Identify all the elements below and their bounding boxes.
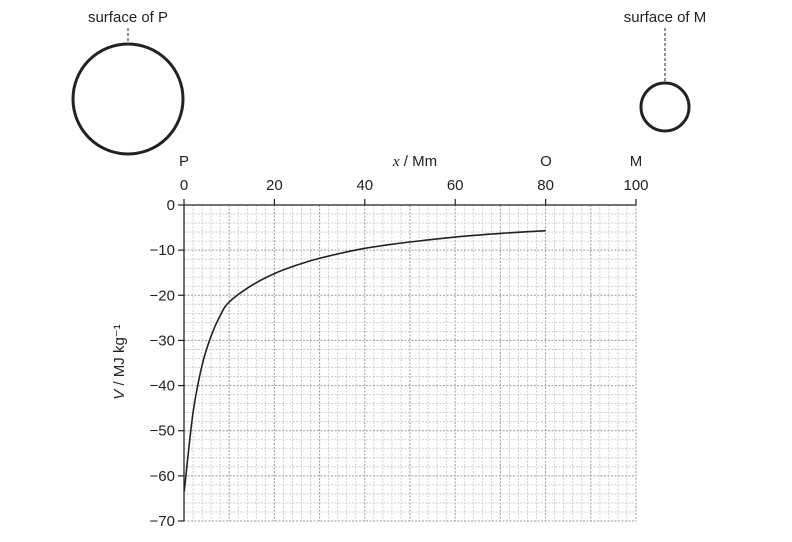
curve-layer xyxy=(183,229,546,492)
axes xyxy=(178,199,637,522)
potential-curve xyxy=(183,229,546,492)
x-tick-label: 40 xyxy=(356,177,373,194)
y-tick-label: −60 xyxy=(150,468,175,485)
x-axis-label: x / Mm xyxy=(392,153,437,170)
tick-labels: 0 20 40 60 80 100 0 −10 −20 −30 −40 −50 −60 −70 xyxy=(150,177,649,530)
x-tick-label: 100 xyxy=(623,177,648,194)
y-tick-label: −30 xyxy=(150,332,175,349)
x-tick-label: 20 xyxy=(266,177,283,194)
x-axis-var: x xyxy=(392,154,400,170)
y-tick-label: −70 xyxy=(150,513,175,530)
y-tick-label: −10 xyxy=(150,242,175,259)
y-tick-label: 0 xyxy=(167,197,175,214)
y-tick-label: −40 xyxy=(150,378,175,395)
moon-m-circle xyxy=(639,81,691,133)
marker-m: M xyxy=(630,153,643,170)
x-tick-label: 60 xyxy=(447,177,464,194)
y-axis-label: V / MJ kg⁻¹ xyxy=(111,324,128,399)
planet-p-circle xyxy=(71,42,185,156)
marker-o: O xyxy=(540,153,552,170)
x-axis-unit: / Mm xyxy=(400,153,438,170)
x-tick-label: 0 xyxy=(180,177,188,194)
y-tick-label: −50 xyxy=(150,423,175,440)
grid xyxy=(183,204,637,522)
marker-p: P xyxy=(179,153,189,170)
y-axis-var: V xyxy=(111,388,128,400)
y-axis-unit: / MJ kg⁻¹ xyxy=(111,324,128,389)
y-tick-label: −20 xyxy=(150,287,175,304)
surface-of-p-label: surface of P xyxy=(88,9,168,26)
x-tick-label: 80 xyxy=(537,177,554,194)
surface-of-m-label: surface of M xyxy=(624,9,707,26)
